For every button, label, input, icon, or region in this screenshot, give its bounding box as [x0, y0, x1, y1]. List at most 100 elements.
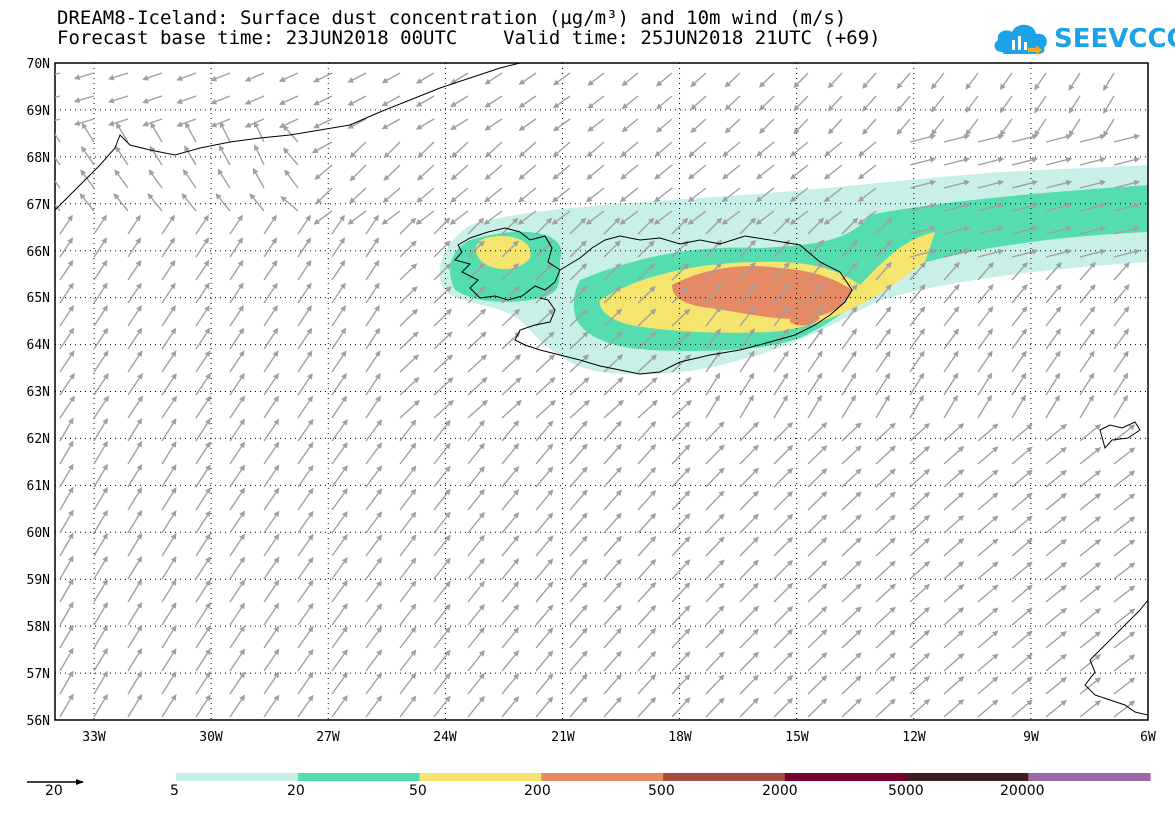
wind-arrow: [229, 694, 245, 718]
wind-arrow: [485, 141, 503, 158]
wind-arrow: [943, 372, 959, 396]
wind-arrow: [229, 418, 245, 442]
wind-arrow: [739, 605, 759, 626]
wind-arrow: [433, 534, 451, 557]
wind-arrow: [55, 133, 61, 143]
wind-arrow: [841, 217, 859, 235]
wind-arrow: [501, 354, 522, 373]
wind-arrow: [653, 187, 673, 203]
wind-arrow: [263, 648, 280, 672]
wind-arrow: [671, 263, 690, 281]
wind-arrow: [195, 510, 211, 534]
wind-arrow: [739, 217, 757, 235]
wind-arrow: [297, 259, 312, 281]
wind-arrow: [161, 259, 176, 281]
wind-arrow: [789, 187, 809, 203]
wind-arrow: [1079, 350, 1095, 373]
wind-arrow: [1079, 677, 1102, 695]
wind-arrow: [93, 647, 108, 672]
wind-arrow: [943, 179, 971, 189]
wind-arrow: [773, 372, 789, 396]
wind-arrow: [909, 468, 931, 488]
wind-arrow: [399, 557, 417, 580]
wind-arrow: [501, 650, 520, 672]
wind-arrow: [142, 72, 163, 81]
wind-arrow: [603, 399, 624, 419]
wind-arrow: [331, 350, 347, 373]
wind-arrow: [433, 308, 453, 327]
wind-arrow: [909, 606, 931, 626]
wind-arrow: [484, 72, 503, 85]
lat-label: 69N: [27, 104, 50, 119]
wind-arrow: [1045, 469, 1067, 488]
wind-arrow: [433, 626, 451, 649]
wind-arrow: [875, 652, 896, 672]
wind-arrow: [875, 491, 896, 511]
wind-arrow: [807, 261, 824, 281]
wind-arrow: [399, 377, 420, 396]
wind-arrow: [433, 263, 452, 281]
iceland-coastline: [454, 227, 853, 375]
wind-arrow: [705, 467, 725, 488]
wind-arrow: [790, 164, 809, 180]
wind-arrow: [943, 446, 965, 465]
wind-arrow: [1011, 350, 1027, 373]
wind-arrow: [79, 193, 95, 212]
wind-arrow: [896, 72, 911, 90]
wind-arrow: [365, 259, 380, 281]
wind-arrow: [807, 372, 823, 396]
wind-arrow: [1011, 561, 1033, 580]
wind-arrow: [841, 675, 862, 695]
wind-arrow: [1011, 225, 1039, 235]
wind-arrow: [875, 537, 896, 557]
wind-arrow: [501, 604, 520, 626]
wind-arrow: [739, 444, 759, 465]
wind-arrow: [501, 399, 522, 419]
wind-arrow: [807, 698, 828, 718]
wind-arrow: [127, 578, 143, 603]
wind-arrow: [721, 187, 741, 203]
wind-arrow: [739, 306, 756, 327]
lon-label: 33W: [82, 730, 106, 745]
wind-arrow: [637, 308, 657, 327]
wind-arrow: [943, 350, 959, 373]
wind-arrow: [263, 418, 280, 442]
wind-arrow: [807, 606, 828, 626]
wind-arrow: [773, 394, 788, 419]
wind-arrow: [603, 240, 621, 258]
wind-arrow: [331, 580, 348, 603]
wind-arrow: [875, 629, 896, 649]
wind-arrow: [59, 532, 74, 557]
wind-arrow: [807, 583, 828, 603]
wind-arrow: [688, 164, 707, 180]
wind-arrow: [569, 286, 588, 304]
wind-arrow: [331, 511, 348, 534]
wind-arrow: [218, 144, 231, 166]
wind-arrow: [433, 488, 451, 511]
wind-arrow: [229, 556, 245, 580]
wind-arrow: [739, 350, 755, 373]
wind-arrow: [807, 537, 828, 557]
wind-arrow: [1011, 179, 1039, 189]
wind-arrow: [501, 240, 519, 258]
wind-arrow: [229, 510, 245, 534]
wind-arrow: [535, 604, 554, 626]
wind-arrow: [365, 511, 383, 534]
wind-arrow: [73, 72, 95, 81]
wind-arrow: [1011, 156, 1039, 166]
wind-arrow: [347, 72, 367, 83]
wind-arrow: [619, 187, 639, 203]
wind-arrow: [1011, 133, 1039, 143]
wind-arrow: [297, 214, 311, 235]
wind-arrow: [284, 169, 299, 189]
wind-arrow: [347, 118, 367, 129]
lon-label: 9W: [1023, 730, 1039, 745]
wind-arrow: [569, 308, 589, 327]
wind-arrow: [671, 674, 691, 695]
wind-arrow: [1079, 133, 1107, 143]
wind-arrow: [161, 350, 177, 373]
wind-arrow: [93, 486, 108, 511]
lon-label: 30W: [199, 730, 223, 745]
wind-arrow: [793, 118, 809, 135]
wind-arrow: [569, 673, 588, 695]
